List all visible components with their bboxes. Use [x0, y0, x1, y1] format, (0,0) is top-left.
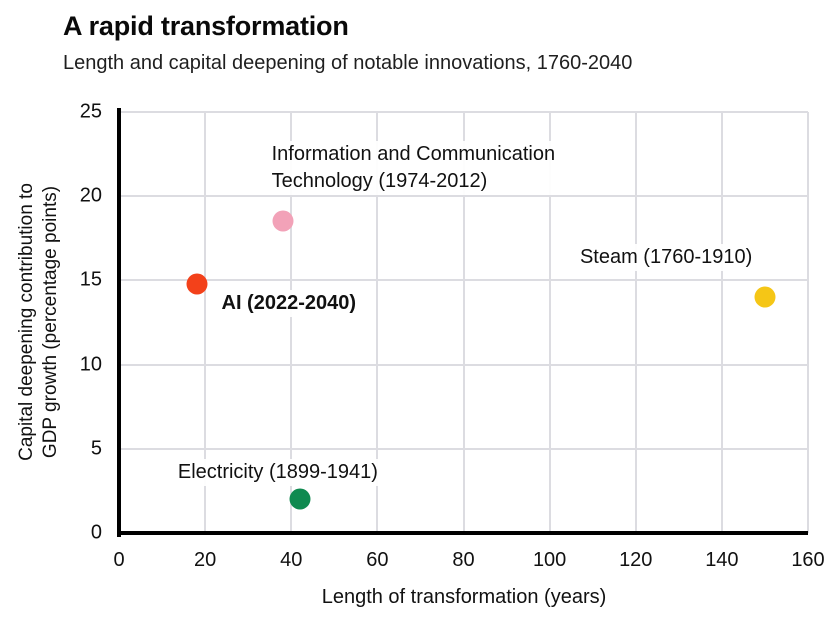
y-tick-label-20: 20: [79, 184, 102, 207]
x-tick-label-140: 140: [705, 549, 739, 571]
chart-subtitle: Length and capital deepening of notable …: [63, 52, 633, 74]
gridline-y-25: [119, 111, 808, 113]
gridline-x-40: [290, 112, 293, 533]
gridline-x-140: [720, 112, 723, 533]
x-tick-label-160: 160: [791, 549, 825, 571]
x-tick-label-100: 100: [532, 549, 567, 571]
x-tick-label-20: 20: [194, 549, 217, 571]
x-axis-line: [117, 531, 808, 535]
gridline-x-100: [548, 112, 551, 533]
x-tick-label-0: 0: [113, 549, 125, 571]
y-tick-label-5: 5: [90, 437, 102, 460]
gridline-x-160: [807, 112, 809, 533]
point-label-information-and-communication-technology-1974-2012: Information and Communication Technology …: [268, 141, 559, 196]
gridline-y-15: [119, 279, 808, 282]
y-axis-title: Capital deepening contribution to GDP gro…: [16, 183, 61, 461]
gridline-x-20: [204, 112, 207, 533]
point-label-steam-1760-1910: Steam (1760-1910): [576, 244, 756, 272]
x-tick-label-40: 40: [280, 549, 303, 571]
data-point-information-and-communication-technology-1974-2012: [272, 210, 294, 232]
gridline-y-20: [119, 195, 808, 198]
data-point-electricity-1899-1941: [289, 488, 311, 510]
y-tick-label-25: 25: [79, 100, 102, 123]
y-tick-label-15: 15: [79, 268, 102, 291]
data-point-steam-1760-1910: [754, 286, 776, 308]
point-label-ai-2022-2040: AI (2022-2040): [218, 289, 360, 317]
gridline-x-60: [376, 112, 379, 533]
x-tick-label-120: 120: [619, 549, 653, 571]
gridline-x-80: [462, 112, 465, 533]
point-label-electricity-1899-1941: Electricity (1899-1941): [174, 459, 381, 487]
y-tick-label-10: 10: [79, 353, 102, 376]
x-tick-label-80: 80: [452, 549, 475, 571]
y-tick-label-0: 0: [90, 521, 102, 544]
gridline-y-10: [119, 363, 808, 366]
y-axis-line: [117, 108, 121, 537]
chart-title: A rapid transformation: [63, 11, 349, 41]
data-point-ai-2022-2040: [186, 273, 207, 295]
gridline-x-120: [634, 112, 637, 533]
x-axis-title: Length of transformation (years): [321, 586, 607, 608]
x-tick-label-60: 60: [366, 549, 389, 571]
gridline-y-5: [119, 447, 808, 450]
